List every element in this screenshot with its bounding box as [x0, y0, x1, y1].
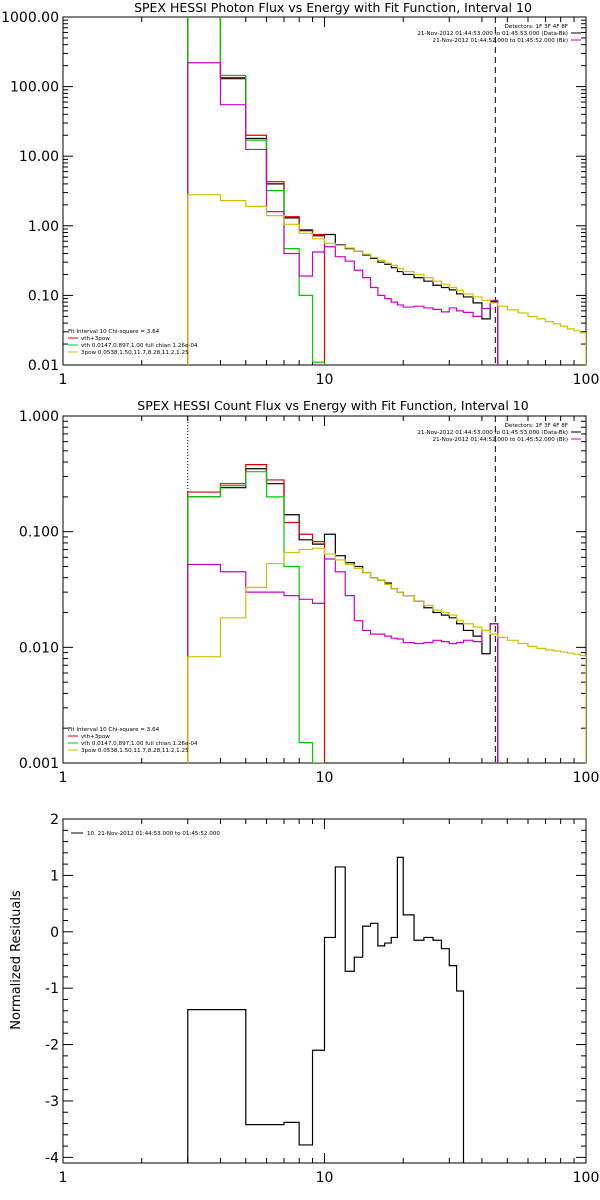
legend-entry: 3pow 0.0538,1.50,11.7,8.28,11.2,1.25: [81, 748, 189, 754]
series-line-1: [187, 464, 326, 763]
legend-entry: vth+3pow: [81, 336, 110, 342]
series-line-0: [187, 856, 465, 1163]
y-tick-label: 0.001: [19, 756, 59, 772]
legend-entry: Fit Interval 10 Chi-square = 3.64: [68, 329, 160, 335]
y-tick-label: 0.10: [28, 288, 59, 304]
series-line-4: [187, 194, 586, 365]
x-tick-label: 10: [316, 1170, 334, 1186]
legend-entry: 21-Nov-2012 01:44:53.000 to 01:45:53.000…: [417, 31, 568, 37]
y-tick-label: -3: [45, 1094, 59, 1110]
y-tick-label: 0.01: [28, 358, 59, 374]
y-tick-label: 1: [50, 868, 59, 884]
x-tick-label: 1: [59, 770, 68, 786]
y-tick-label: 2: [50, 812, 59, 828]
series-line-0: [187, 468, 499, 763]
legend-entry: 3pow 0.0538,1.50,11.7,8.28,11.2,1.25: [81, 350, 189, 356]
y-tick-label: 0.010: [19, 640, 59, 656]
legend-entry: 10. 21-Nov-2012 01:44:53.000 to 01:45:52…: [87, 831, 220, 837]
y-tick-label: 1000.00: [1, 10, 59, 26]
x-tick-label: 1: [59, 372, 68, 388]
y-tick-label: 0: [50, 925, 59, 941]
y-axis-label: Normalized Residuals: [9, 890, 24, 1030]
x-tick-label: 100: [573, 1170, 600, 1186]
photon-flux-chart: SPEX HESSI Photon Flux vs Energy with Fi…: [1, 0, 599, 388]
chart-title: SPEX HESSI Count Flux vs Energy with Fit…: [137, 398, 528, 413]
y-tick-label: 1.000: [19, 409, 59, 425]
x-tick-label: 10: [316, 770, 334, 786]
series-line-2: [187, 471, 325, 763]
legend-entry: Fit Interval 10 Chi-square = 3.64: [68, 727, 160, 733]
x-tick-label: 100: [573, 372, 600, 388]
y-tick-label: 1.00: [28, 219, 59, 235]
series-line-1: [187, 17, 326, 365]
count-flux-chart: SPEX HESSI Count Flux vs Energy with Fit…: [19, 398, 599, 786]
x-tick-label: 1: [59, 1170, 68, 1186]
series-line-4: [187, 547, 586, 763]
y-tick-label: 0.100: [19, 525, 59, 541]
x-tick-label: 10: [316, 372, 334, 388]
series-line-0: [187, 17, 499, 365]
series-line-3: [187, 558, 499, 763]
y-tick-label: -1: [45, 981, 59, 997]
chart-title: SPEX HESSI Photon Flux vs Energy with Fi…: [134, 0, 532, 15]
legend-entry: Detectors: 1F 3F 4F 8F: [505, 24, 568, 30]
x-tick-label: 100: [573, 770, 600, 786]
legend-entry: vth 0.0147,0.897,1.00 full chian 1.26e-0…: [81, 343, 198, 349]
legend-entry: 21-Nov-2012 01:44:53.000 to 01:45:53.000…: [417, 430, 568, 436]
y-tick-label: -2: [45, 1038, 59, 1054]
y-tick-label: 100.00: [10, 80, 59, 96]
legend-entry: 21-Nov-2012 01:44:52.000 to 01:45:52.000…: [433, 38, 568, 44]
y-tick-label: -4: [45, 1150, 59, 1166]
legend-entry: vth+3pow: [81, 734, 110, 740]
legend-entry: vth 0.0147,0.897,1.00 full chian 1.26e-0…: [81, 741, 198, 747]
residuals-chart: Normalized Residuals 1 10 100 -4 -3 -2 -1 0 1 2 10…: [9, 812, 599, 1186]
legend-entry: 21-Nov-2012 01:44:52.000 to 01:45:52.000…: [433, 437, 568, 443]
legend-entry: Detectors: 1F 3F 4F 8F: [505, 423, 568, 429]
y-tick-label: 10.00: [19, 149, 59, 165]
series-line-3: [187, 62, 499, 365]
series-line-2: [187, 17, 326, 365]
